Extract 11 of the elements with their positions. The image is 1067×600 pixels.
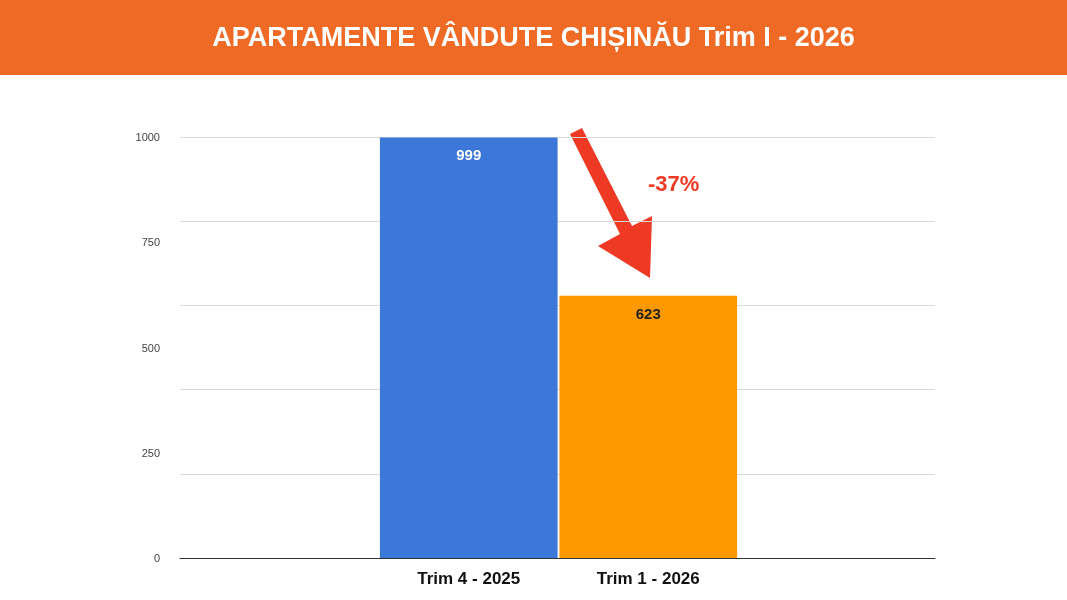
chart-title: APARTAMENTE VÂNDUTE CHIȘINĂU Trim I - 2026 (212, 20, 855, 52)
y-tick-label: 500 (141, 341, 160, 354)
y-tick-label: 0 (153, 552, 160, 564)
x-tick-label: Trim 4 - 2025 (417, 569, 521, 588)
y-tick-label: 250 (141, 446, 160, 459)
y-tick-label: 1000 (135, 131, 160, 143)
y-tick-label: 750 (141, 236, 160, 249)
data-label: 623 (635, 304, 661, 322)
x-tick-label: Trim 1 - 2026 (596, 569, 700, 588)
annotation: -37% (648, 170, 700, 196)
data-label: 999 (456, 146, 482, 164)
